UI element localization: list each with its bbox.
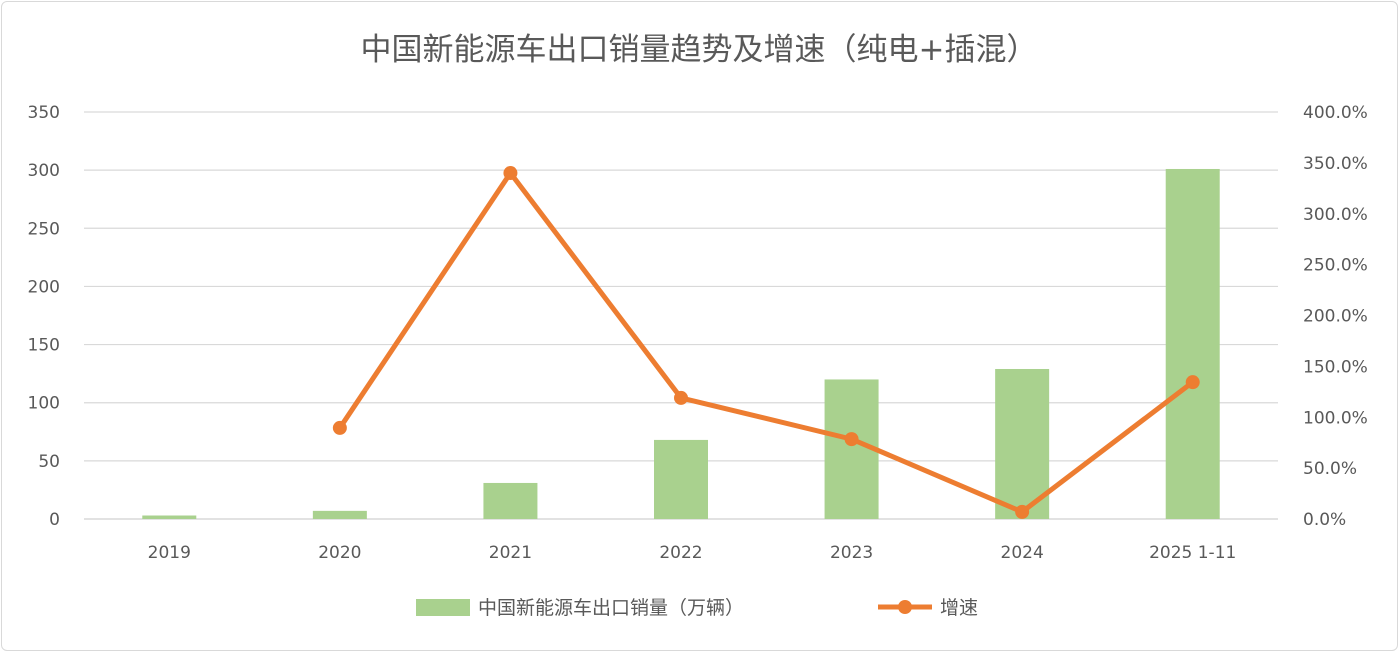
- growth-point: [844, 432, 859, 447]
- x-tick-label: 2019: [148, 543, 191, 563]
- right-tick-label: 250.0%: [1303, 256, 1368, 276]
- left-tick-label: 100: [28, 394, 60, 414]
- x-tick-label: 2023: [830, 543, 873, 563]
- growth-line: [337, 170, 1195, 515]
- chart-title: 中国新能源车出口销量趋势及增速（纯电+插混）: [361, 32, 1038, 68]
- x-tick-label: 2021: [489, 543, 532, 563]
- bar: [654, 439, 708, 519]
- right-tick-label: 0.0%: [1303, 510, 1346, 530]
- legend-line-label: 增速: [940, 597, 978, 619]
- growth-point: [1185, 375, 1200, 390]
- bar: [995, 368, 1050, 519]
- left-tick-label: 350: [28, 103, 60, 123]
- left-tick-label: 50: [38, 452, 60, 472]
- right-tick-label: 100.0%: [1303, 408, 1368, 428]
- x-tick-label: 2022: [659, 543, 702, 563]
- bar: [312, 510, 367, 519]
- left-tick-label: 0: [49, 510, 60, 530]
- growth-point: [674, 390, 688, 405]
- left-tick-label: 300: [28, 161, 60, 181]
- x-tick-label: 2024: [1001, 543, 1044, 563]
- legend-bar-swatch: [416, 599, 470, 616]
- bar: [1165, 168, 1220, 520]
- right-tick-label: 50.0%: [1303, 459, 1357, 479]
- bar: [483, 482, 538, 519]
- left-tick-label: 200: [28, 277, 60, 297]
- right-tick-label: 300.0%: [1303, 205, 1368, 225]
- right-tick-label: 400.0%: [1303, 103, 1368, 123]
- left-tick-label: 150: [28, 336, 60, 356]
- x-tick-label: 2025 1-11: [1149, 543, 1236, 563]
- legend-line-marker: [898, 600, 912, 614]
- legend-bar-label: 中国新能源车出口销量（万辆）: [478, 597, 744, 619]
- growth-point: [503, 166, 518, 181]
- right-tick-label: 200.0%: [1303, 307, 1368, 327]
- x-tick-label: 2020: [318, 543, 361, 563]
- left-tick-label: 250: [28, 219, 60, 239]
- right-tick-label: 350.0%: [1303, 154, 1368, 174]
- growth-point: [1015, 504, 1030, 519]
- growth-point: [332, 420, 347, 435]
- right-tick-label: 150.0%: [1303, 357, 1368, 377]
- bar: [142, 515, 197, 519]
